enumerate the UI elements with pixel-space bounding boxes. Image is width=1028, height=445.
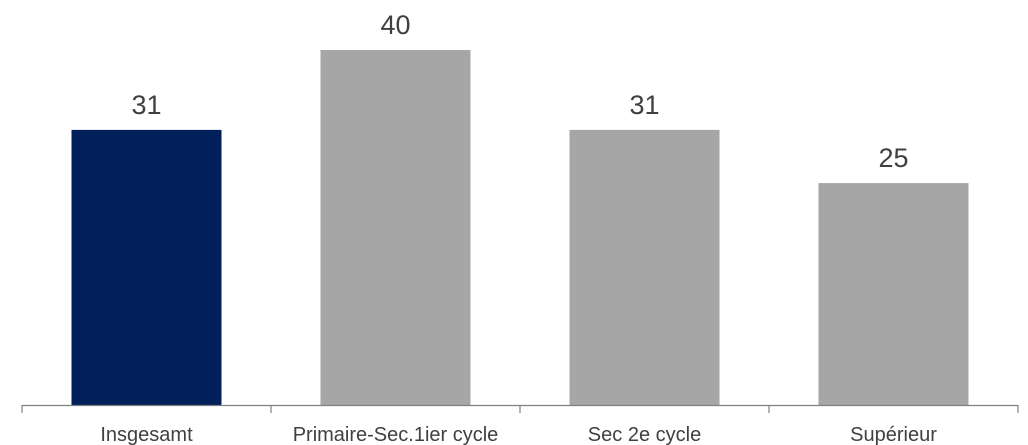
x-axis [21, 404, 1019, 413]
category-labels-layer: Insgesamt Primaire-Sec.1ier cycle Sec 2e c… [100, 424, 937, 445]
data-label-1: 40 [380, 10, 410, 40]
category-label-0: Insgesamt [100, 424, 193, 445]
category-label-3: Supérieur [850, 424, 937, 445]
data-label-0: 31 [131, 90, 161, 120]
bar-3 [818, 183, 969, 405]
category-label-1: Primaire-Sec.1ier cycle [293, 424, 499, 445]
bar-2 [569, 129, 720, 405]
bars-layer [71, 50, 969, 405]
bar-1 [320, 50, 471, 405]
category-label-2: Sec 2e cycle [588, 424, 701, 445]
bar-0 [71, 129, 222, 405]
data-label-2: 31 [629, 90, 659, 120]
value-labels-layer: 31 40 31 25 [131, 10, 908, 173]
data-label-3: 25 [878, 143, 908, 173]
